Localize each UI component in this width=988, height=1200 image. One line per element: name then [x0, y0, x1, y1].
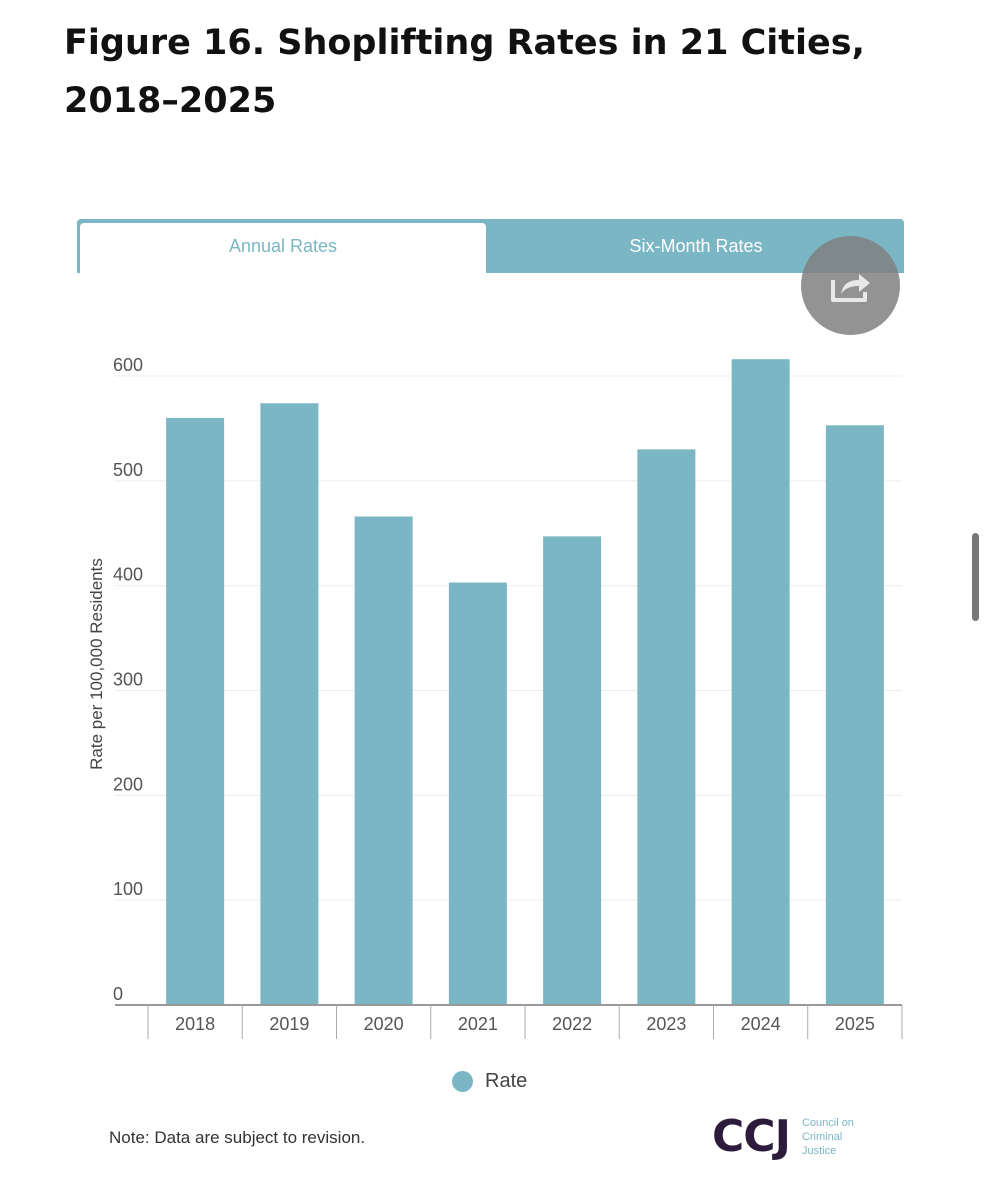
x-tick-label: 2019: [269, 1014, 309, 1034]
y-axis-label: Rate per 100,000 Residents: [87, 558, 106, 770]
logo-line: Council on: [801, 1117, 854, 1129]
ccj-logo: CCJ Council on Criminal Justice: [712, 1112, 854, 1162]
bar[interactable]: [637, 449, 696, 1006]
x-tick-label: 2018: [175, 1014, 215, 1034]
y-tick-label: 500: [113, 460, 143, 480]
bar[interactable]: [260, 403, 319, 1005]
legend-label: Rate: [485, 1069, 528, 1092]
logo-line: Justice: [801, 1145, 837, 1157]
x-tick-label: 2022: [552, 1014, 592, 1034]
legend-swatch: [452, 1070, 473, 1092]
bar[interactable]: [731, 359, 790, 1005]
bar[interactable]: [543, 536, 602, 1005]
x-tick-label: 2021: [458, 1014, 498, 1034]
x-tick-label: 2025: [835, 1014, 875, 1034]
bar[interactable]: [825, 425, 884, 1005]
logo-mark: CCJ: [712, 1111, 791, 1162]
y-tick-label: 600: [113, 355, 143, 375]
tab-six-month-rates[interactable]: Six-Month Rates: [629, 236, 763, 256]
y-tick-label: 400: [113, 565, 143, 585]
share-icon: [830, 273, 870, 302]
chart-legend[interactable]: Rate: [452, 1066, 527, 1096]
tab-annual-rates[interactable]: Annual Rates: [80, 223, 486, 273]
tab-bar: Annual Rates Six-Month Rates: [77, 219, 904, 273]
share-button[interactable]: [801, 236, 900, 335]
x-tick-label: 2020: [364, 1014, 404, 1034]
bar-chart: 0 100 200 300 400 500 600 2018 2019 2020 2021 2022 2…: [87, 355, 903, 1039]
y-tick-label: 0: [113, 984, 123, 1004]
logo-text: Council on Criminal Justice: [802, 1116, 854, 1158]
x-tick-label: 2023: [646, 1014, 686, 1034]
bar[interactable]: [166, 417, 225, 1005]
footnote: Note: Data are subject to revision.: [109, 1128, 366, 1147]
x-tick-label: 2024: [741, 1014, 781, 1034]
y-tick-label: 300: [113, 670, 143, 690]
logo-line: Criminal: [801, 1131, 843, 1143]
y-tick-label: 200: [113, 774, 143, 794]
page-title: Figure 16. Shoplifting Rates in 21 Citie…: [64, 23, 865, 121]
y-tick-label: 100: [113, 879, 143, 899]
bar[interactable]: [354, 516, 413, 1005]
scrollbar[interactable]: [972, 533, 979, 621]
bar[interactable]: [448, 582, 507, 1005]
